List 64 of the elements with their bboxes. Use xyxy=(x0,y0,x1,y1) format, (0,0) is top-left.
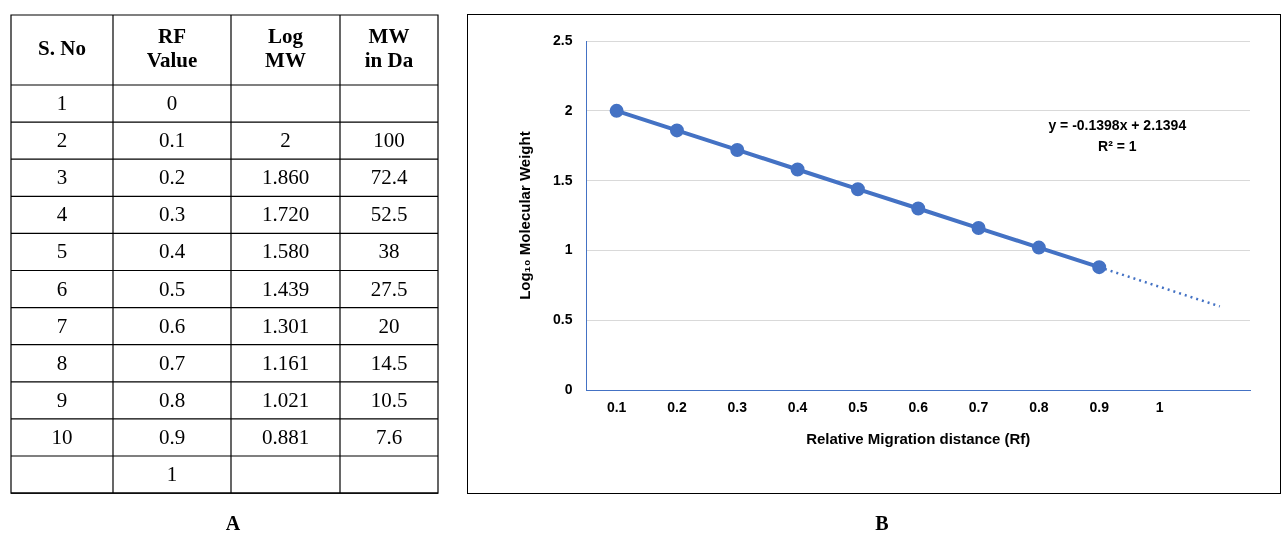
data-label: 27.5 xyxy=(370,276,408,301)
y-axis-title: Log₁₀ Molecular Weight xyxy=(516,131,534,300)
data-label: 100 xyxy=(373,128,405,153)
x-tick-label: 0.5 xyxy=(848,399,868,416)
x-tick-label: 0.9 xyxy=(1089,399,1110,416)
data-label: 14.5 xyxy=(370,350,408,375)
data-label: 38 xyxy=(378,239,400,264)
data-label: 0.9 xyxy=(158,424,186,449)
data-label: 2 xyxy=(280,128,291,153)
x-tick-label: 0.6 xyxy=(908,399,929,416)
data-label: 1.161 xyxy=(261,350,310,375)
data-label: 0.5 xyxy=(158,276,186,301)
x-tick-label: RF Value xyxy=(146,24,198,73)
x-tick-label: 0.8 xyxy=(1029,399,1049,416)
data-label: 0.1 xyxy=(158,128,186,153)
data-label: 1.021 xyxy=(261,387,310,412)
data-label: 0.2 xyxy=(158,165,186,190)
x-tick-label: 0.4 xyxy=(787,399,808,416)
data-label: 0.6 xyxy=(158,313,186,338)
text: A xyxy=(225,512,241,535)
y-tick-label: 0 xyxy=(564,381,573,398)
y-tick-label: 2 xyxy=(56,128,68,153)
y-tick-label: 1 xyxy=(56,91,68,116)
text: B xyxy=(875,512,889,535)
data-label: 0 xyxy=(166,91,178,116)
y-tick-label: 2 xyxy=(564,101,573,118)
annotation: R² = 1 xyxy=(1098,137,1137,154)
y-tick-label: 6 xyxy=(56,276,68,301)
data-label: 1.580 xyxy=(261,239,310,264)
y-tick-label: 2.5 xyxy=(552,31,573,48)
y-tick-label: 7 xyxy=(56,313,68,338)
data-label: 20 xyxy=(378,313,400,338)
x-tick-label: 1 xyxy=(1155,399,1164,416)
y-tick-label: 3 xyxy=(56,165,68,190)
data-label: 1 xyxy=(166,462,178,487)
y-tick-label: 4 xyxy=(56,202,68,227)
y-tick-label: 9 xyxy=(56,387,68,412)
x-axis-title: Relative Migration distance (Rf) xyxy=(806,430,1031,448)
y-tick-label: 5 xyxy=(56,239,68,264)
data-label: 0.7 xyxy=(158,350,186,375)
y-tick-label: 0.5 xyxy=(552,311,573,328)
x-tick-label: 0.7 xyxy=(968,399,989,416)
data-label: 7.6 xyxy=(375,424,403,449)
x-tick-label: 0.2 xyxy=(667,399,687,416)
annotation: y = -0.1398x + 2.1394 xyxy=(1048,116,1187,133)
x-tick-label: Log MW xyxy=(265,24,306,73)
data-label: 1.301 xyxy=(261,313,310,338)
x-tick-label: 0.3 xyxy=(727,399,748,416)
y-tick-label: 1 xyxy=(564,241,573,258)
data-label: 72.4 xyxy=(370,165,408,190)
data-label: 0.4 xyxy=(158,239,186,264)
data-label: 52.5 xyxy=(370,202,408,227)
data-label: 0.3 xyxy=(158,202,186,227)
data-label: 10.5 xyxy=(370,387,408,412)
y-tick-label: 10 xyxy=(51,424,73,449)
x-tick-label: 0.1 xyxy=(606,399,627,416)
y-tick-label: 8 xyxy=(56,350,68,375)
y-tick-label: 1.5 xyxy=(552,171,573,188)
data-label: 1.860 xyxy=(261,165,310,190)
data-label: 1.439 xyxy=(261,276,310,301)
data-label: 1.720 xyxy=(261,202,310,227)
data-label: 0.881 xyxy=(261,424,310,449)
y-axis-title: S. No xyxy=(38,36,86,61)
x-tick-label: MW in Da xyxy=(364,24,414,73)
